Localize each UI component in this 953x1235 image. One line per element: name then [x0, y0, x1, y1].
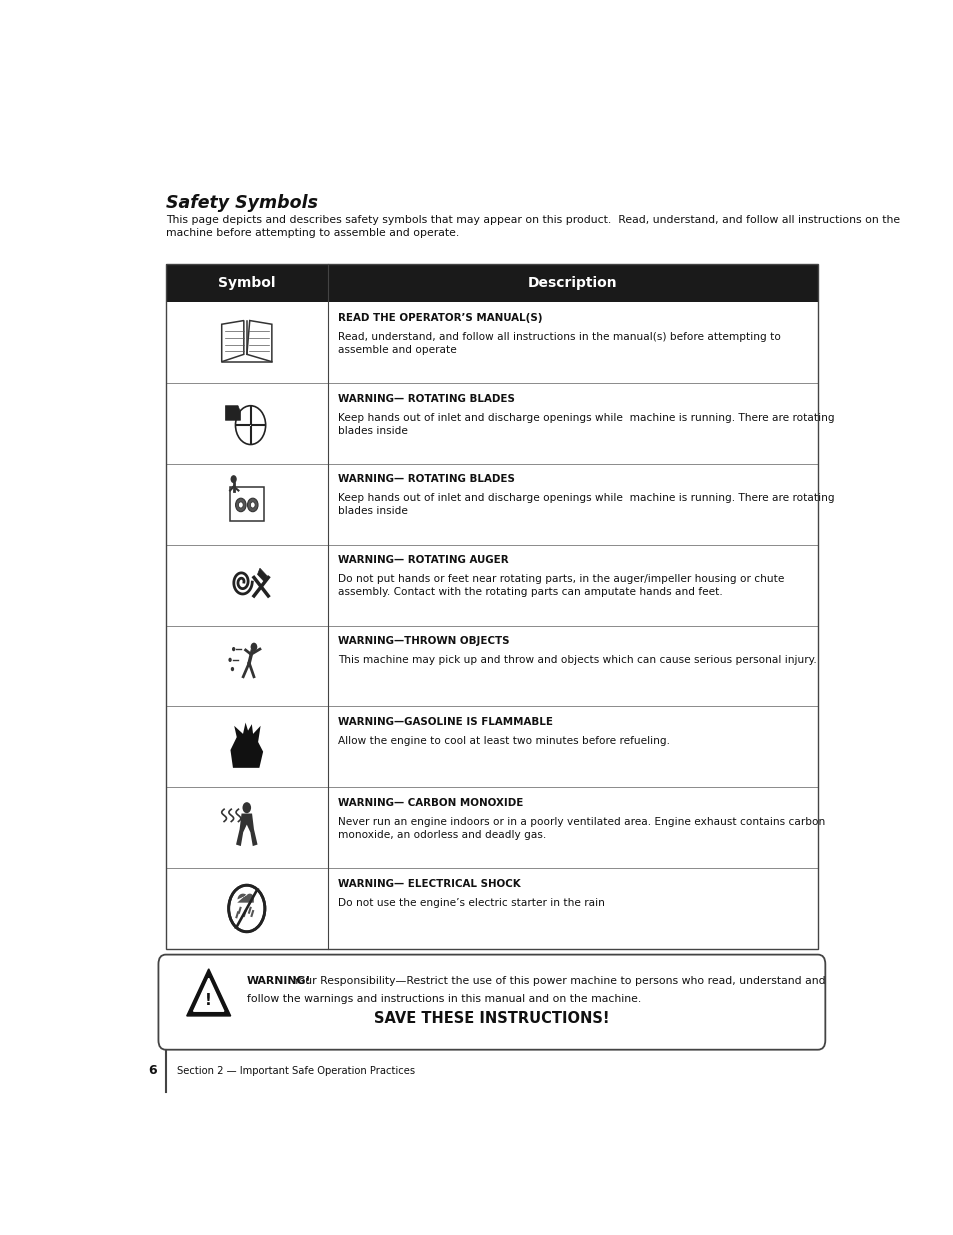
Circle shape	[238, 501, 243, 508]
Circle shape	[251, 642, 257, 651]
Polygon shape	[193, 978, 224, 1011]
Text: !: !	[205, 993, 212, 1009]
Circle shape	[235, 498, 246, 511]
Circle shape	[229, 885, 265, 931]
Polygon shape	[237, 894, 253, 903]
Bar	[230, 488, 263, 521]
Text: SAVE THESE INSTRUCTIONS!: SAVE THESE INSTRUCTIONS!	[374, 1010, 609, 1026]
Circle shape	[231, 475, 236, 483]
Polygon shape	[225, 406, 240, 420]
Circle shape	[231, 667, 233, 671]
Text: READ THE OPERATOR’S MANUAL(S): READ THE OPERATOR’S MANUAL(S)	[337, 312, 542, 322]
Circle shape	[247, 498, 257, 511]
Text: WARNING— ELECTRICAL SHOCK: WARNING— ELECTRICAL SHOCK	[337, 878, 520, 888]
Text: WARNING— ROTATING BLADES: WARNING— ROTATING BLADES	[337, 474, 515, 484]
Text: Section 2 — Important Safe Operation Practices: Section 2 — Important Safe Operation Pra…	[176, 1066, 415, 1076]
Text: Your Responsibility—Restrict the use of this power machine to persons who read, : Your Responsibility—Restrict the use of …	[290, 977, 824, 987]
Text: WARNING—THROWN OBJECTS: WARNING—THROWN OBJECTS	[337, 636, 509, 646]
Text: follow the warnings and instructions in this manual and on the machine.: follow the warnings and instructions in …	[247, 994, 640, 1004]
Text: Read, understand, and follow all instructions in the manual(s) before attempting: Read, understand, and follow all instruc…	[337, 332, 781, 354]
Text: Symbol: Symbol	[218, 277, 275, 290]
Polygon shape	[187, 969, 231, 1016]
Polygon shape	[247, 321, 272, 362]
Text: This machine may pick up and throw and objects which can cause serious personal : This machine may pick up and throw and o…	[337, 655, 816, 666]
Text: Do not put hands or feet near rotating parts, in the auger/impeller housing or c: Do not put hands or feet near rotating p…	[337, 574, 783, 598]
Text: 6: 6	[148, 1065, 157, 1077]
Text: Keep hands out of inlet and discharge openings while  machine is running. There : Keep hands out of inlet and discharge op…	[337, 494, 834, 516]
Text: This page depicts and describes safety symbols that may appear on this product. : This page depicts and describes safety s…	[166, 215, 899, 238]
Text: WARNING— ROTATING BLADES: WARNING— ROTATING BLADES	[337, 394, 515, 404]
Text: Description: Description	[527, 277, 617, 290]
Circle shape	[232, 647, 235, 651]
Circle shape	[228, 658, 232, 662]
Polygon shape	[231, 722, 263, 768]
Text: Keep hands out of inlet and discharge openings while  machine is running. There : Keep hands out of inlet and discharge op…	[337, 412, 834, 436]
FancyBboxPatch shape	[158, 955, 824, 1050]
Text: Do not use the engine’s electric starter in the rain: Do not use the engine’s electric starter…	[337, 898, 604, 908]
Text: WARNING!: WARNING!	[247, 977, 312, 987]
Polygon shape	[257, 568, 267, 582]
Polygon shape	[221, 321, 244, 362]
Circle shape	[242, 803, 251, 813]
Text: WARNING— CARBON MONOXIDE: WARNING— CARBON MONOXIDE	[337, 798, 523, 808]
Text: Safety Symbols: Safety Symbols	[166, 194, 317, 212]
Bar	[166, 264, 817, 948]
Circle shape	[250, 501, 254, 508]
Bar	[166, 264, 817, 303]
Polygon shape	[234, 888, 259, 929]
Text: WARNING— ROTATING AUGER: WARNING— ROTATING AUGER	[337, 556, 508, 566]
Text: Never run an engine indoors or in a poorly ventilated area. Engine exhaust conta: Never run an engine indoors or in a poor…	[337, 816, 824, 840]
Text: Allow the engine to cool at least two minutes before refueling.: Allow the engine to cool at least two mi…	[337, 736, 669, 746]
Text: WARNING—GASOLINE IS FLAMMABLE: WARNING—GASOLINE IS FLAMMABLE	[337, 716, 553, 727]
Polygon shape	[235, 814, 257, 846]
